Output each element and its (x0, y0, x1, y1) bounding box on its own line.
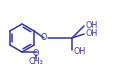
Text: O: O (33, 48, 39, 58)
Text: OH: OH (85, 22, 97, 30)
Text: OH: OH (73, 47, 85, 56)
Text: CH₃: CH₃ (29, 58, 43, 67)
Text: OH: OH (85, 29, 97, 38)
Text: O: O (41, 34, 47, 43)
